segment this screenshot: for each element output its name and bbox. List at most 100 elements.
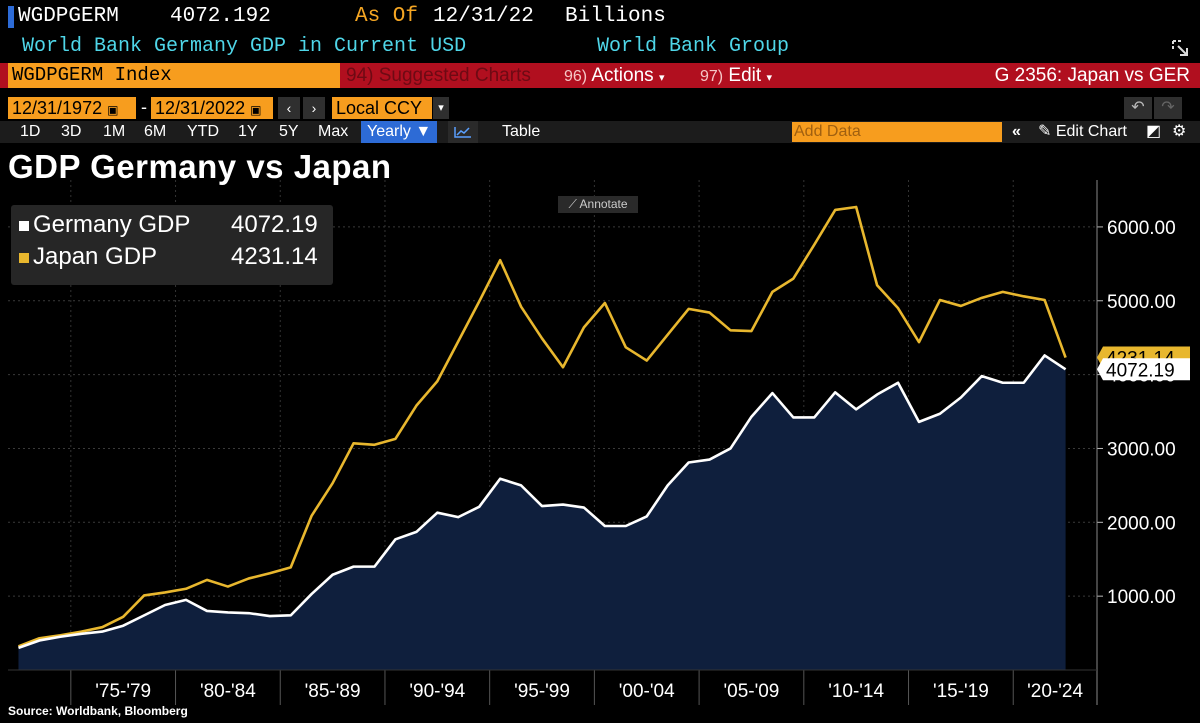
last-value-tags: 4231.144072.19 — [1097, 346, 1190, 381]
germany-last-value-tag-box — [1097, 358, 1190, 381]
period-1m[interactable]: 1M — [103, 123, 126, 140]
period-5y[interactable]: 5Y — [279, 123, 299, 140]
start-date-field[interactable]: 12/31/1972 ▣ — [8, 97, 136, 119]
as-of-date: 12/31/22 — [433, 5, 534, 28]
description-row: World Bank Germany GDP in Current USD Wo… — [0, 34, 1200, 61]
period-3d[interactable]: 3D — [61, 123, 82, 140]
legend-item-germany[interactable]: Germany GDP 4072.19 — [19, 211, 318, 239]
series-line-layer — [18, 205, 1067, 650]
edit-chart-button[interactable]: ✎ Edit Chart — [1038, 121, 1127, 143]
series-description: World Bank Germany GDP in Current USD — [22, 35, 467, 58]
series-line-germany-gdp[interactable] — [18, 354, 1067, 650]
period-1y[interactable]: 1Y — [238, 123, 258, 140]
toolbar: 1D 3D 1M 6M YTD 1Y 5Y Max Yearly ▼ Table… — [0, 121, 1200, 143]
next-period-button[interactable]: › — [303, 97, 325, 119]
x-tick-label-6: '05-'09 — [724, 681, 780, 702]
start-date: 12/31/1972 — [12, 98, 103, 118]
edit-number: 97) — [700, 68, 724, 85]
calendar-icon: ▣ — [250, 103, 262, 117]
suggested-charts-number: 94) — [346, 65, 374, 86]
y-tick-label-1: 2000.00 — [1107, 513, 1176, 534]
actions-label: Actions — [591, 65, 654, 86]
security-header: WGDPGERM 4072.192 As Of 12/31/22 Billion… — [0, 0, 1200, 34]
x-tick-label-3: '90-'94 — [409, 681, 465, 702]
x-tick-label-2: '85-'89 — [305, 681, 361, 702]
suggested-charts-label: Suggested Charts — [378, 65, 531, 86]
chart-style-icon[interactable]: ◩ — [1146, 123, 1162, 140]
actions-number: 96) — [564, 68, 588, 85]
input-cursor — [8, 6, 14, 28]
redo-button[interactable]: ↷ — [1154, 97, 1182, 119]
suggested-charts-menu[interactable]: 94) Suggested Charts — [342, 63, 554, 88]
data-source: World Bank Group — [597, 35, 790, 58]
y-tick-label-0: 1000.00 — [1107, 587, 1176, 608]
x-tick-label-9: '20-'24 — [1027, 681, 1083, 702]
germany-swatch — [19, 220, 29, 231]
y-tick-labels: 1000.002000.003000.004000.005000.006000.… — [1107, 218, 1176, 608]
pencil-icon: ⟋ — [568, 197, 577, 211]
axes — [8, 180, 1103, 705]
legend-item-japan[interactable]: Japan GDP 4231.14 — [19, 243, 318, 271]
calendar-icon: ▣ — [107, 103, 119, 117]
y-tick-label-2: 3000.00 — [1107, 439, 1176, 460]
legend-value-japan: 4231.14 — [231, 243, 318, 270]
period-6m[interactable]: 6M — [144, 123, 167, 140]
collapse-icon[interactable]: « — [1012, 123, 1021, 140]
gear-icon[interactable]: ⚙ — [1172, 123, 1187, 140]
table-button[interactable]: Table — [502, 123, 541, 140]
period-1d[interactable]: 1D — [20, 123, 41, 140]
x-tick-labels: '75-'79 '80-'84 '85-'89 '90-'94 '95-'99 '00-'… — [95, 681, 1083, 702]
edit-chart-label: Edit Chart — [1055, 123, 1127, 140]
security-field[interactable]: WGDPGERM Index — [8, 63, 340, 88]
series-area-layer — [18, 355, 1066, 670]
edit-menu[interactable]: 97) Edit ▾ — [696, 63, 792, 88]
undo-button[interactable]: ↶ — [1124, 97, 1152, 119]
pencil-icon: ✎ — [1038, 123, 1052, 140]
frequency-label: Yearly — [367, 123, 411, 140]
date-range-row: 12/31/1972 ▣ - 12/31/2022 ▣ ‹ › Local CC… — [0, 96, 1200, 120]
germany-last-value-tag-text: 4072.19 — [1106, 360, 1175, 381]
edit-label: Edit — [728, 65, 762, 86]
germany-area-fill — [18, 355, 1066, 670]
add-data-input[interactable] — [792, 122, 1002, 142]
x-tick-label-8: '15-'19 — [933, 681, 989, 702]
ticker-label: WGDPGERM — [18, 5, 119, 28]
end-date: 12/31/2022 — [155, 98, 246, 118]
x-tick-label-0: '75-'79 — [95, 681, 151, 702]
redo-icon: ↷ — [1161, 99, 1175, 116]
undo-icon: ↶ — [1131, 99, 1145, 116]
y-tick-label-5: 6000.00 — [1107, 218, 1176, 239]
as-of-label: As Of — [355, 5, 419, 28]
actions-menu[interactable]: 96) Actions ▾ — [560, 63, 690, 88]
previous-period-button[interactable]: ‹ — [278, 97, 300, 119]
line-chart-button[interactable] — [448, 121, 478, 143]
end-date-field[interactable]: 12/31/2022 ▣ — [151, 97, 273, 119]
annotate-label: Annotate — [579, 197, 628, 211]
legend-value-germany: 4072.19 — [231, 211, 318, 238]
period-max[interactable]: Max — [318, 123, 349, 140]
japan-swatch — [19, 252, 29, 263]
line-chart-icon — [454, 127, 471, 138]
x-tick-label-1: '80-'84 — [200, 681, 256, 702]
chevron-left-icon: ‹ — [286, 100, 292, 116]
x-tick-label-4: '95-'99 — [514, 681, 570, 702]
y-tick-label-4: 5000.00 — [1107, 292, 1176, 313]
legend-label-germany: Germany GDP — [33, 211, 191, 238]
caret-down-icon: ▼ — [415, 123, 432, 140]
currency-select[interactable]: Local CCY — [332, 97, 432, 119]
x-tick-label-7: '10-'14 — [828, 681, 884, 702]
annotate-button[interactable]: ⟋ Annotate — [558, 196, 638, 213]
series-line-japan-gdp[interactable] — [18, 205, 1067, 648]
legend: Germany GDP 4072.19 Japan GDP 4231.14 — [11, 205, 333, 285]
pop-out-icon[interactable] — [1170, 38, 1190, 58]
currency-dropdown-button[interactable]: ▾ — [433, 97, 449, 119]
caret-down-icon: ▾ — [658, 72, 665, 84]
germany-last-value-tag: 4072.19 — [1097, 358, 1190, 381]
date-separator: - — [141, 97, 147, 117]
frequency-dropdown[interactable]: Yearly ▼ — [361, 121, 438, 143]
caret-down-icon: ▾ — [438, 102, 444, 114]
caret-down-icon: ▾ — [766, 72, 772, 84]
period-ytd[interactable]: YTD — [187, 123, 219, 140]
source-footnote: Source: Worldbank, Bloomberg — [8, 704, 188, 718]
